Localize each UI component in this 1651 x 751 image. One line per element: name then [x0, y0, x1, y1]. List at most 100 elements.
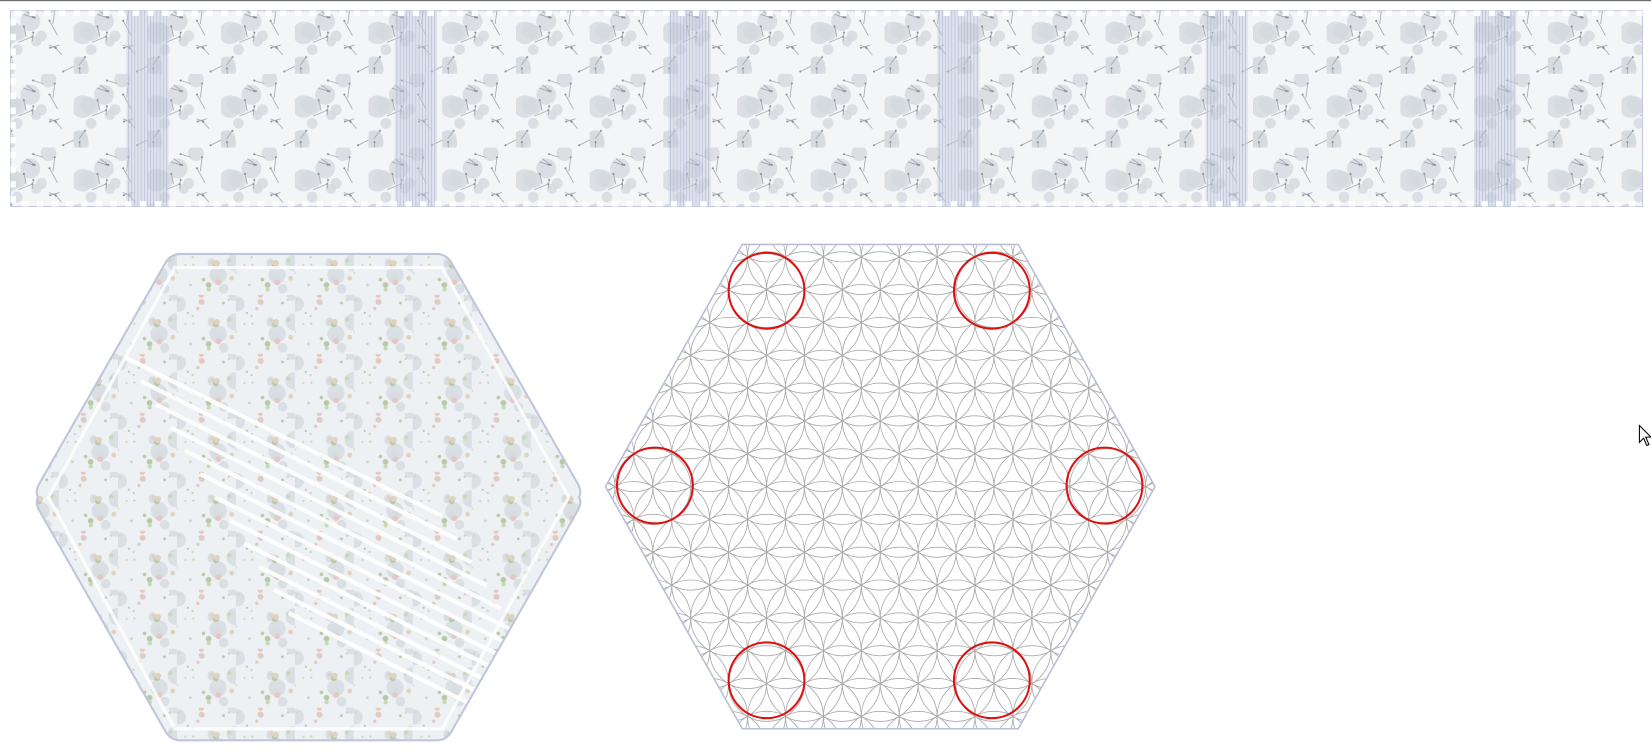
- flower-circle: [614, 645, 692, 722]
- puzzle-notch: [714, 201, 722, 207]
- puzzle-notch: [1533, 10, 1540, 16]
- puzzle-notch: [1252, 10, 1260, 16]
- flower-circle: [879, 710, 957, 729]
- puzzle-notch: [567, 201, 574, 207]
- puzzle-notch: [1275, 201, 1282, 207]
- puzzle-notch: [1459, 10, 1466, 16]
- puzzle-notch: [294, 10, 302, 16]
- puzzle-notch: [574, 10, 582, 16]
- flower-circle: [1145, 579, 1156, 657]
- puzzle-notch: [840, 10, 847, 16]
- puzzle-notch: [1584, 201, 1591, 207]
- hexagon-outline: [604, 243, 1156, 730]
- puzzle-notch: [501, 10, 508, 16]
- strip-texture: [10, 10, 1643, 207]
- puzzle-notch: [1577, 10, 1584, 16]
- tile-strip: [10, 10, 1650, 208]
- puzzle-notch: [626, 201, 633, 207]
- puzzle-notch: [10, 166, 16, 173]
- hexagon-fill: [36, 253, 581, 741]
- puzzle-notch: [302, 201, 309, 207]
- flower-circle: [1088, 678, 1156, 729]
- puzzle-notch: [1334, 201, 1341, 207]
- red-circles: [615, 251, 1144, 720]
- stripe: [154, 402, 473, 565]
- puzzle-notch: [663, 10, 670, 16]
- flower-circle: [1165, 350, 1241, 426]
- puzzle-notch: [1385, 10, 1392, 16]
- puzzle-notch: [221, 10, 228, 16]
- puzzle-notch: [847, 201, 854, 207]
- puzzle-notch: [633, 10, 641, 16]
- puzzle-notch: [235, 10, 243, 16]
- hexagon-outline: [35, 252, 582, 742]
- puzzle-notch: [390, 201, 397, 207]
- flower-circle: [614, 251, 692, 328]
- puzzle-notch: [1562, 10, 1569, 16]
- flower-circle: [1107, 645, 1156, 722]
- flower-circle: [633, 244, 711, 296]
- puzzle-notch: [66, 201, 73, 207]
- stripe: [213, 495, 532, 657]
- flower-circle: [1088, 284, 1156, 361]
- puzzle-notch: [707, 10, 714, 16]
- puzzle-notch: [280, 10, 287, 16]
- puzzle-notch: [405, 201, 412, 207]
- puzzle-notch: [958, 10, 965, 16]
- flower-circle: [1107, 579, 1156, 657]
- puzzle-notch: [10, 48, 16, 55]
- puzzle-notch: [729, 201, 737, 207]
- puzzle-notch: [493, 201, 501, 207]
- puzzle-notch: [316, 201, 324, 207]
- flower-circle: [766, 710, 843, 729]
- puzzle-notch: [1643, 201, 1650, 207]
- puzzle-notch: [803, 201, 810, 207]
- flower-circle: [955, 710, 1033, 729]
- puzzle-notch: [1466, 201, 1474, 207]
- puzzle-notch: [1348, 201, 1356, 207]
- flower-circle: [1240, 613, 1316, 689]
- puzzle-notch: [832, 201, 840, 207]
- puzzle-notch: [1017, 10, 1024, 16]
- flower-circle: [804, 710, 881, 729]
- puzzle-notch: [81, 201, 88, 207]
- puzzle-notch: [1201, 201, 1208, 207]
- flower-circle: [605, 612, 635, 690]
- puzzle-notch: [1282, 10, 1289, 16]
- flower-circle: [1107, 710, 1156, 729]
- puzzle-notch: [737, 10, 744, 16]
- puzzle-notch: [250, 10, 257, 16]
- puzzle-notch: [125, 201, 132, 207]
- flower-circle: [955, 244, 1033, 263]
- puzzle-notch: [1098, 201, 1105, 207]
- flower-circle: [1240, 219, 1316, 295]
- flower-circle: [1145, 448, 1156, 525]
- flower-circle: [1165, 482, 1241, 558]
- flower-circle: [1183, 317, 1259, 393]
- flower-circle: [1126, 546, 1156, 624]
- puzzle-notch: [1370, 10, 1378, 16]
- puzzle-notch: [1149, 10, 1157, 16]
- flower-circle: [605, 244, 673, 296]
- puzzle-notch: [10, 78, 16, 85]
- flower-circle: [1107, 316, 1156, 394]
- puzzle-notch: [1378, 201, 1385, 207]
- puzzle-notch: [368, 10, 375, 16]
- flower-of-life: [520, 219, 1316, 729]
- flower-circle: [605, 612, 673, 690]
- puzzle-notch: [309, 10, 316, 16]
- flower-circle: [1107, 382, 1156, 460]
- flower-circle: [520, 285, 596, 361]
- puzzle-notch: [913, 10, 921, 16]
- puzzle-notch: [1164, 10, 1171, 16]
- puzzle-notch: [1503, 10, 1510, 16]
- puzzle-notch: [530, 10, 537, 16]
- flower-circle: [1165, 613, 1241, 689]
- puzzle-notch: [1267, 10, 1275, 16]
- puzzle-notch: [972, 10, 980, 16]
- puzzle-notch: [1076, 10, 1083, 16]
- puzzle-notch: [486, 10, 493, 16]
- puzzle-notch: [427, 10, 434, 16]
- red-circle: [615, 446, 694, 525]
- puzzle-notch: [58, 10, 66, 16]
